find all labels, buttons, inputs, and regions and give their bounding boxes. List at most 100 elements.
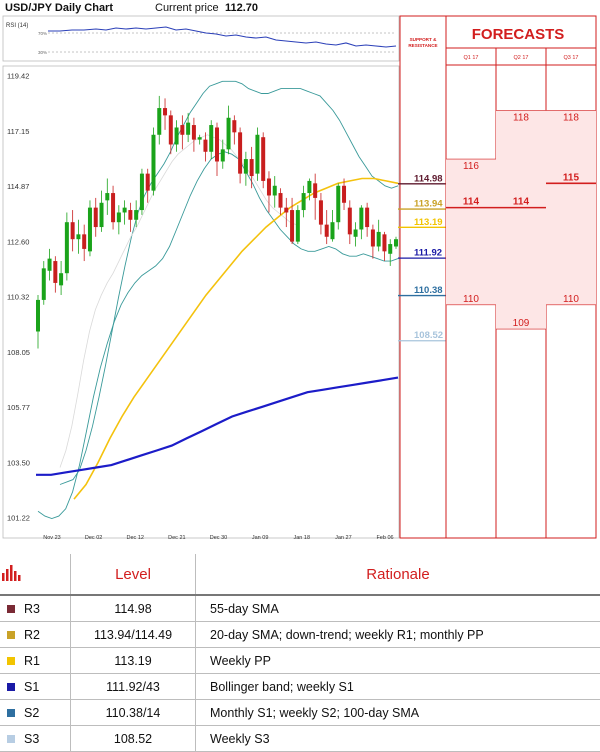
level-color-swatch [0, 700, 22, 726]
sr-label-line2: RESISTANCE [408, 43, 437, 48]
candle-body [186, 123, 190, 135]
candle-body [42, 268, 46, 300]
level-rationale: Weekly PP [196, 648, 600, 674]
candle-body [59, 273, 63, 285]
candle-body [88, 208, 92, 252]
level-name: R1 [22, 648, 71, 674]
y-tick-label: 105.77 [7, 403, 30, 412]
x-tick-label: Dec 21 [168, 535, 185, 541]
candle-body [273, 186, 277, 196]
y-tick-label: 119.42 [7, 72, 29, 81]
candle-body [359, 208, 363, 230]
forecast-low-label: 109 [513, 318, 530, 329]
y-tick-label: 117.15 [7, 127, 29, 136]
candle-body [382, 234, 386, 251]
level-rationale: 55-day SMA [196, 595, 600, 622]
candle-body [36, 300, 40, 332]
level-rationale: Monthly S1; weekly S2; 100-day SMA [196, 700, 600, 726]
rsi-upper-label: 70% [38, 31, 47, 36]
candle-body [377, 232, 381, 247]
level-rationale: Bollinger band; weekly S1 [196, 674, 600, 700]
candle-body [238, 132, 242, 173]
candle-body [94, 208, 98, 227]
level-color-swatch [0, 674, 22, 700]
candle-body [203, 140, 207, 152]
level-value: 113.94/114.49 [71, 622, 196, 648]
candle-body [180, 125, 184, 135]
candle-body [123, 208, 127, 213]
candle-body [198, 137, 202, 139]
level-name: S1 [22, 674, 71, 700]
table-level-header: Level [71, 554, 196, 595]
candle-body [325, 225, 329, 237]
candle-body [65, 222, 69, 273]
x-tick-label: Feb 06 [376, 535, 393, 541]
quarter-label-q1: Q1 17 [464, 55, 479, 61]
sr-level-label: 110.38 [414, 285, 443, 296]
quarter-label-q3: Q3 17 [564, 55, 579, 61]
level-name: R3 [22, 595, 71, 622]
candle-body [250, 159, 254, 176]
candle-body [388, 244, 392, 254]
support-resistance-column [400, 16, 446, 538]
x-tick-label: Dec 30 [210, 535, 227, 541]
level-rationale: Weekly S3 [196, 726, 600, 752]
x-tick-label: Dec 12 [127, 535, 144, 541]
sr-level-label: 114.98 [414, 173, 443, 184]
candle-body [48, 259, 52, 271]
quarter-label-q2: Q2 17 [514, 55, 529, 61]
candle-body [192, 125, 196, 140]
candle-body [365, 208, 369, 227]
candle-body [371, 229, 375, 246]
forecast-low-label: 110 [463, 294, 479, 305]
candle-body [255, 135, 259, 174]
candle-body [267, 178, 271, 195]
x-tick-label: Jan 18 [293, 535, 310, 541]
y-tick-label: 108.05 [7, 348, 30, 357]
candle-body [307, 181, 311, 193]
forecast-range-band [496, 110, 546, 329]
candle-body [394, 239, 398, 246]
table-name-header [22, 554, 71, 595]
x-tick-label: Jan 27 [335, 535, 352, 541]
y-tick-label: 112.60 [7, 237, 29, 246]
forecast-mid-label: 114 [513, 197, 530, 208]
current-price-label: Current price [155, 2, 219, 14]
level-name: S2 [22, 700, 71, 726]
forecast-mid-label: 114 [463, 197, 480, 208]
candle-body [134, 210, 138, 220]
y-tick-label: 110.32 [7, 293, 29, 302]
candle-body [279, 193, 283, 208]
level-color-swatch [0, 595, 22, 622]
candle-body [175, 127, 179, 144]
candle-body [261, 137, 265, 181]
level-value: 110.38/14 [71, 700, 196, 726]
candle-body [348, 208, 352, 235]
candle-body [146, 174, 150, 191]
candle-body [169, 115, 173, 144]
candle-body [163, 108, 167, 115]
y-tick-label: 101.22 [7, 514, 30, 523]
level-value: 113.19 [71, 648, 196, 674]
chart-bars-icon [0, 554, 22, 595]
forecast-high-label: 116 [463, 161, 479, 172]
sr-level-label: 113.94 [414, 199, 443, 210]
rsi-label: RSI (14) [6, 23, 28, 29]
level-color-swatch [0, 648, 22, 674]
candle-body [140, 174, 144, 210]
candle-body [151, 135, 155, 191]
forecasts-title: FORECASTS [472, 26, 565, 43]
forecast-high-label: 118 [513, 112, 529, 123]
candle-body [76, 234, 80, 239]
level-color-swatch [0, 726, 22, 752]
y-tick-label: 114.87 [7, 182, 29, 191]
forecast-high-label: 118 [563, 112, 579, 123]
level-color-swatch [0, 622, 22, 648]
candle-body [209, 125, 213, 152]
